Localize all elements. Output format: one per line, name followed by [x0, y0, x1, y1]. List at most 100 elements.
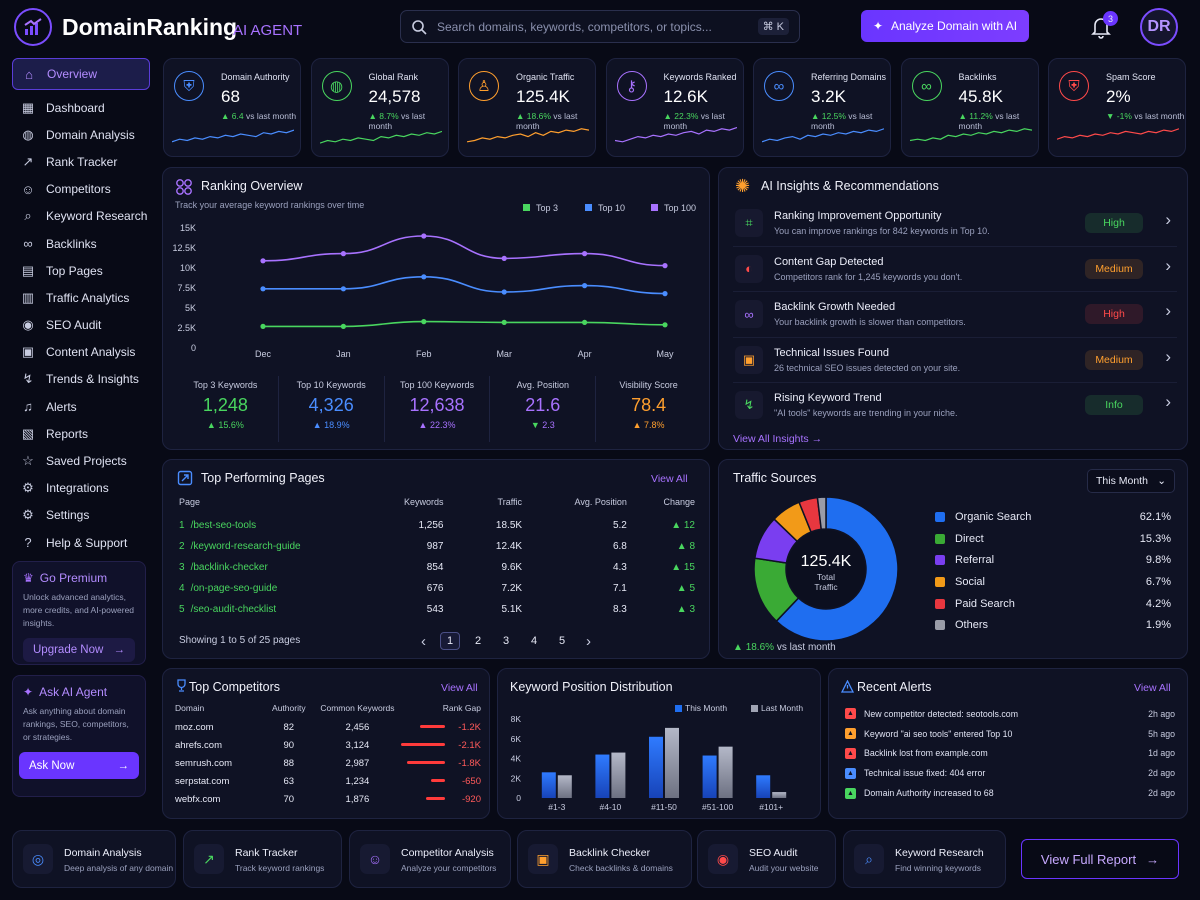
ask-now-button[interactable]: Ask Now →: [19, 752, 139, 779]
legend-label: This Month: [685, 703, 727, 713]
sidebar-item-traffic-analytics[interactable]: ▥ Traffic Analytics: [12, 284, 150, 311]
insight-item[interactable]: ∞ Backlink Growth Needed Your backlink gro…: [733, 292, 1177, 338]
page-icon: ▤: [21, 262, 35, 278]
page-number-button[interactable]: 1: [440, 632, 460, 650]
sidebar-item-overview[interactable]: ⌂ Overview: [12, 58, 150, 90]
sidebar-item-content-analysis[interactable]: ▣ Content Analysis: [12, 339, 150, 366]
page-cell[interactable]: 1/best-seo-tools: [175, 515, 379, 536]
table-row[interactable]: serpstat.com 63 1,234 -650: [173, 772, 483, 790]
alert-item[interactable]: ▲ New competitor detected: seotools.com 2h…: [845, 704, 1175, 724]
stat-change: ▼ -1% vs last month: [1106, 111, 1184, 121]
table-row[interactable]: webfx.com 70 1,876 -920: [173, 790, 483, 808]
sparkline-path: [614, 127, 737, 143]
alert-item[interactable]: ▲ Technical issue fixed: 404 error 2d ago: [845, 763, 1175, 783]
sidebar-item-settings[interactable]: ⚙ Settings: [12, 502, 150, 529]
upgrade-button[interactable]: Upgrade Now →: [23, 638, 135, 662]
tool-card-competitor-analysis[interactable]: ☺ Competitor Analysis Analyze your competi…: [349, 830, 511, 888]
up-arrow-icon: ▲: [312, 420, 325, 430]
stat-card-spam-score[interactable]: ⛨ Spam Score 2% ▼ -1% vs last month: [1048, 58, 1186, 157]
stat-change-value: 11.2%: [969, 111, 993, 121]
page-number-button[interactable]: 3: [502, 635, 510, 647]
traffic-donut-chart: [753, 496, 899, 642]
domain-cell[interactable]: ahrefs.com: [175, 739, 222, 751]
insight-item[interactable]: ↯ Rising Keyword Trend "AI tools" keywords…: [733, 383, 1177, 429]
chevron-right-icon: ›: [1165, 255, 1171, 275]
view-all-insights-link[interactable]: View All Insights →: [733, 433, 822, 445]
alert-time: 2d ago: [1148, 768, 1175, 779]
sidebar-item-integrations[interactable]: ⚙ Integrations: [12, 475, 150, 502]
sidebar-item-keyword-research[interactable]: ⌕ Keyword Research: [12, 203, 150, 230]
search-bar[interactable]: ⌘ K: [400, 10, 800, 43]
page-cell[interactable]: 2/keyword-research-guide: [175, 536, 379, 557]
search-input[interactable]: [437, 19, 748, 34]
alert-item[interactable]: ▲ Backlink lost from example.com 1d ago: [845, 744, 1175, 764]
tool-card-rank-tracker[interactable]: ↗ Rank Tracker Track keyword rankings: [183, 830, 342, 888]
insight-item[interactable]: ⌗ Ranking Improvement Opportunity You can …: [733, 201, 1177, 247]
chevron-left-icon[interactable]: ‹: [421, 632, 426, 650]
table-row[interactable]: 3/backlink-checker 854 9.6K 4.3 ▲ 15: [175, 557, 699, 578]
domain-cell[interactable]: semrush.com: [175, 757, 233, 769]
sidebar-item-competitors[interactable]: ☺ Competitors: [12, 176, 150, 203]
insight-text: "AI tools" keywords are trending in your…: [774, 408, 958, 418]
domain-cell[interactable]: webfx.com: [175, 793, 221, 805]
sidebar-item-backlinks[interactable]: ∞ Backlinks: [12, 230, 150, 257]
domain-cell[interactable]: moz.com: [175, 721, 214, 733]
page-number-button[interactable]: 2: [474, 635, 482, 647]
page-cell[interactable]: 5/seo-audit-checklist: [175, 599, 379, 620]
tool-card-backlink-checker[interactable]: ▣ Backlink Checker Check backlinks & domai…: [517, 830, 692, 888]
x-tick-label: Apr: [578, 349, 592, 359]
page-number-button[interactable]: 4: [530, 635, 538, 647]
x-tick-label: Jan: [336, 349, 351, 359]
chevron-right-icon[interactable]: ›: [586, 632, 591, 650]
stat-card-keywords-ranked[interactable]: ⚷ Keywords Ranked 12.6K ▲ 22.3% vs last mon…: [605, 58, 744, 157]
stat-change: ▲ 22.3% vs last month: [664, 111, 743, 131]
view-full-report-button[interactable]: View Full Report →: [1021, 839, 1179, 879]
page-cell[interactable]: 3/backlink-checker: [175, 557, 379, 578]
top-pages-card: Top Performing Pages View All Page Keywor…: [162, 459, 710, 659]
sidebar-item-saved-projects[interactable]: ☆ Saved Projects: [12, 447, 150, 474]
insight-item[interactable]: ◐ Content Gap Detected Competitors rank fo…: [733, 247, 1177, 292]
tool-card-keyword-research[interactable]: ⌕ Keyword Research Find winning keywords: [843, 830, 1006, 888]
sidebar-item-help-support[interactable]: ? Help & Support: [12, 529, 150, 556]
stat-card-global-rank[interactable]: ◍ Global Rank 24,578 ▲ 8.7% vs last month: [310, 58, 449, 157]
table-row[interactable]: 5/seo-audit-checklist 543 5.1K 8.3 ▲ 3: [175, 599, 699, 620]
table-row[interactable]: ahrefs.com 90 3,124 -2.1K: [173, 736, 483, 754]
page-number-button[interactable]: 5: [558, 635, 566, 647]
up-arrow-icon: ▲: [632, 420, 645, 430]
avatar[interactable]: DR: [1140, 8, 1178, 46]
pages-view-all-link[interactable]: View All: [651, 473, 688, 485]
sidebar-item-alerts[interactable]: ♫ Alerts: [12, 393, 150, 420]
stat-card-referring-domains[interactable]: ∞ Referring Domains 3.2K ▲ 12.5% vs last mo…: [753, 58, 891, 157]
sidebar-item-seo-audit[interactable]: ◉ SEO Audit: [12, 312, 150, 339]
table-row[interactable]: semrush.com 88 2,987 -1.8K: [173, 754, 483, 772]
stat-card-domain-authority[interactable]: ⛨ Domain Authority 68 ▲ 6.4 vs last month: [163, 58, 301, 157]
table-row[interactable]: 2/keyword-research-guide 987 12.4K 6.8 ▲ 8: [175, 536, 699, 557]
sidebar-item-trends-insights[interactable]: ↯ Trends & Insights: [12, 366, 150, 393]
period-select[interactable]: This Month ⌄: [1087, 469, 1175, 493]
alert-item[interactable]: ▲ Domain Authority increased to 68 2d ago: [845, 783, 1175, 803]
traffic-cell: 5.1K: [501, 604, 523, 615]
tool-card-domain-analysis[interactable]: ◎ Domain Analysis Deep analysis of any dom…: [12, 830, 176, 888]
table-row[interactable]: 4/on-page-seo-guide 676 7.2K 7.1 ▲ 5: [175, 578, 699, 599]
tool-card-seo-audit[interactable]: ◉ SEO Audit Audit your website: [697, 830, 836, 888]
table-row[interactable]: moz.com 82 2,456 -1.2K: [173, 718, 483, 736]
stat-card-organic-traffic[interactable]: ♙ Organic Traffic 125.4K ▲ 18.6% vs last mo…: [458, 58, 596, 157]
alert-item[interactable]: ▲ Keyword "ai seo tools" entered Top 10 5h…: [845, 724, 1175, 744]
competitors-view-all-link[interactable]: View All: [441, 682, 478, 694]
table-row[interactable]: 1/best-seo-tools 1,256 18.5K 5.2 ▲ 12: [175, 515, 699, 536]
data-point: [340, 323, 346, 329]
pie-slice-organic-search: [775, 496, 899, 642]
sidebar-item-domain-analysis[interactable]: ◍ Domain Analysis: [12, 121, 150, 148]
summary-metric: Avg. Position 21.6 ▼ 2.3: [490, 376, 597, 442]
page-cell[interactable]: 4/on-page-seo-guide: [175, 578, 379, 599]
domain-cell[interactable]: serpstat.com: [175, 775, 230, 787]
sidebar-item-reports[interactable]: ▧ Reports: [12, 420, 150, 447]
stat-card-backlinks[interactable]: ∞ Backlinks 45.8K ▲ 11.2% vs last month: [900, 58, 1039, 157]
sidebar-item-rank-tracker[interactable]: ↗ Rank Tracker: [12, 148, 150, 175]
alerts-view-all-link[interactable]: View All: [1134, 682, 1171, 694]
column-header: Traffic: [497, 497, 523, 507]
sidebar-item-top-pages[interactable]: ▤ Top Pages: [12, 257, 150, 284]
insight-item[interactable]: ▣ Technical Issues Found 26 technical SEO …: [733, 338, 1177, 383]
sidebar-item-dashboard[interactable]: ▦ Dashboard: [12, 94, 150, 121]
analyze-domain-button[interactable]: ✦ Analyze Domain with AI: [861, 10, 1029, 42]
